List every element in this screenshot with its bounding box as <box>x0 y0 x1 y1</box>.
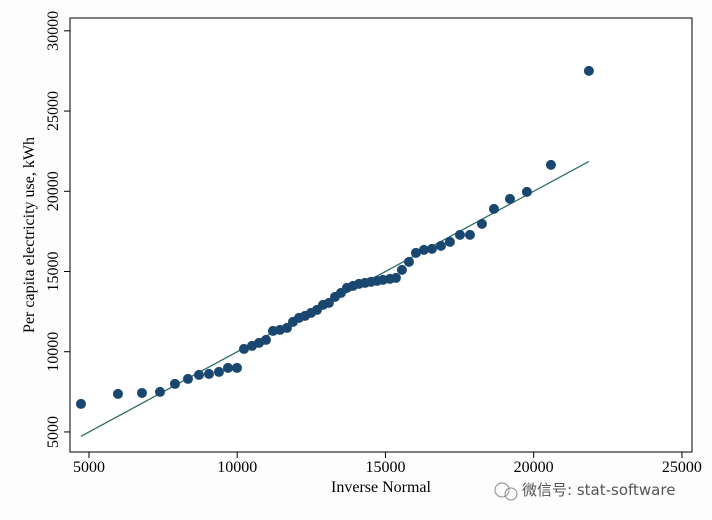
watermark-text: 微信号: stat-software <box>522 481 675 499</box>
point <box>444 236 455 247</box>
point <box>260 334 271 345</box>
point <box>476 218 487 229</box>
x-tick-label: 20000 <box>514 459 554 476</box>
point <box>454 229 465 240</box>
point <box>222 362 233 373</box>
y-tick-label: 5000 <box>45 416 62 448</box>
point <box>75 398 86 409</box>
point <box>213 366 224 377</box>
point <box>396 264 407 275</box>
point <box>504 193 515 204</box>
watermark: 微信号: stat-software <box>494 481 675 501</box>
point <box>418 244 429 255</box>
point <box>203 368 214 379</box>
point <box>169 378 180 389</box>
point <box>426 243 437 254</box>
y-axis-label: Per capita electricity use, kWh <box>21 137 38 333</box>
x-tick-label: 15000 <box>365 459 405 476</box>
point <box>403 256 414 267</box>
plot-area <box>69 17 693 453</box>
point <box>464 229 475 240</box>
y-tick-label: 15000 <box>45 252 62 292</box>
point <box>182 373 193 384</box>
y-tick-label: 20000 <box>45 171 62 211</box>
point <box>435 240 446 251</box>
point <box>410 247 421 258</box>
point <box>154 386 165 397</box>
point <box>136 387 147 398</box>
point <box>390 272 401 283</box>
x-tick-label: 5000 <box>73 459 105 476</box>
x-axis-label: Inverse Normal <box>331 479 432 496</box>
y-tick-label: 10000 <box>45 332 62 372</box>
y-tick-label: 25000 <box>45 91 62 131</box>
point <box>521 186 532 197</box>
watermark-icon <box>494 482 510 498</box>
point <box>488 203 499 214</box>
point <box>238 343 249 354</box>
watermark-icon <box>504 487 518 501</box>
point <box>231 362 242 373</box>
point <box>545 159 556 170</box>
x-tick-label: 10000 <box>217 459 257 476</box>
y-tick-label: 30000 <box>45 11 62 51</box>
x-tick-label: 25000 <box>662 459 702 476</box>
point <box>112 388 123 399</box>
point <box>583 65 594 76</box>
point <box>193 369 204 380</box>
